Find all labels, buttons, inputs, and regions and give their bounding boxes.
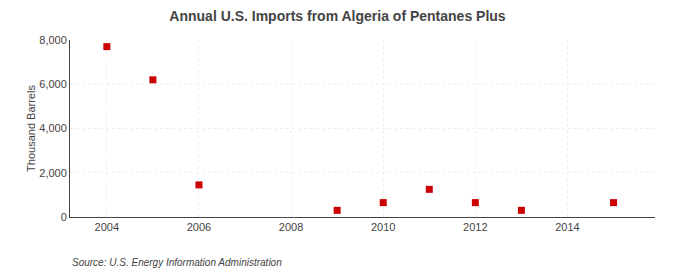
svg-text:2008: 2008 [279, 221, 303, 233]
svg-text:Annual U.S. Imports from Alger: Annual U.S. Imports from Algeria of Pent… [169, 8, 506, 24]
svg-text:2006: 2006 [187, 221, 211, 233]
svg-text:8,000: 8,000 [39, 34, 67, 46]
svg-text:2,000: 2,000 [39, 167, 67, 179]
svg-text:6,000: 6,000 [39, 78, 67, 90]
svg-text:2004: 2004 [95, 221, 119, 233]
svg-text:0: 0 [61, 211, 67, 223]
svg-text:2014: 2014 [555, 221, 579, 233]
svg-text:Source: U.S. Energy Informatio: Source: U.S. Energy Information Administ… [72, 257, 282, 268]
svg-text:4,000: 4,000 [39, 122, 67, 134]
svg-text:2012: 2012 [463, 221, 487, 233]
svg-text:2010: 2010 [371, 221, 395, 233]
svg-text:Thousand Barrels: Thousand Barrels [25, 85, 37, 172]
